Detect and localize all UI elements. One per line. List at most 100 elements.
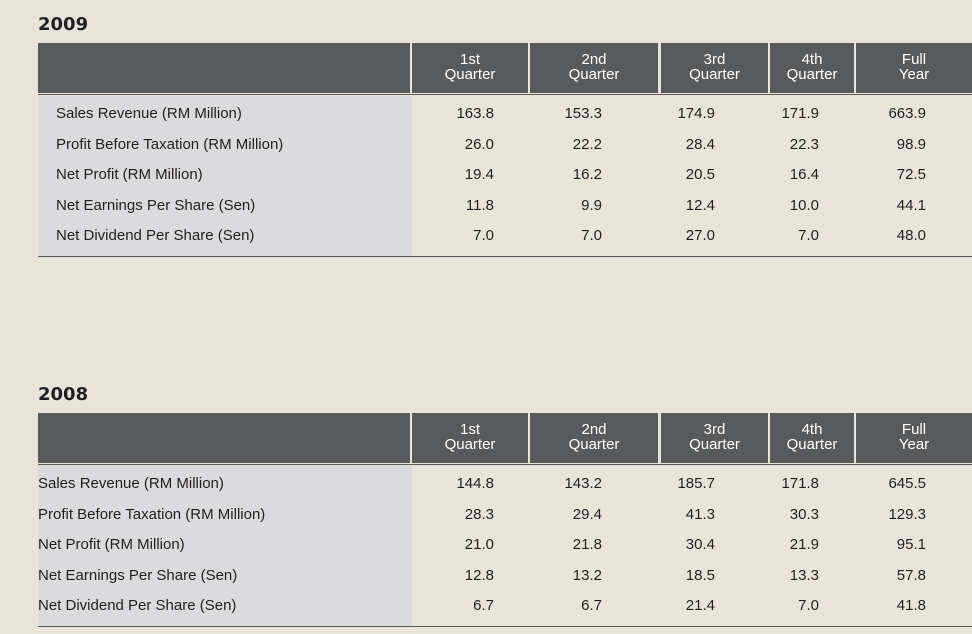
column-header-line2: Quarter	[568, 66, 620, 83]
label-column-shade	[38, 96, 412, 256]
value-cell: 22.3	[789, 135, 819, 153]
column-header-line1: 4th	[801, 421, 823, 438]
value-cell: 663.9	[888, 105, 926, 122]
column-header-line2: Quarter	[444, 436, 496, 453]
value-cell: 28.4	[685, 135, 715, 153]
column-header-line2: Quarter	[786, 66, 838, 83]
value-cell: 19.4	[464, 166, 494, 183]
table-section-2009: 2009 1st Quarter 2nd Quarter 3rd Quarter 4th Qua…	[38, 14, 972, 264]
value-cell: 95.1	[896, 536, 926, 553]
value-cell: 41.3	[685, 505, 715, 523]
column-header-line1: 3rd	[703, 421, 726, 438]
value-cell: 21.9	[789, 536, 819, 553]
value-cell: 13.3	[789, 566, 819, 584]
value-cell: 153.3	[564, 105, 602, 122]
table-section-2008: 2008 1st Quarter 2nd Quarter 3rd Quarter 4th Qua…	[38, 384, 972, 634]
column-header: 1st Quarter	[412, 43, 528, 93]
value-cell: 20.5	[685, 166, 715, 183]
label-column-shade	[38, 466, 412, 626]
value-cell: 7.0	[473, 227, 494, 244]
row-label: Net Profit (RM Million)	[38, 536, 185, 553]
value-cell: 72.5	[896, 166, 926, 183]
column-header-line1: 3rd	[703, 51, 726, 68]
value-cell: 41.8	[896, 597, 926, 614]
column-header: 2nd Quarter	[530, 413, 658, 463]
row-label: Profit Before Taxation (RM Million)	[56, 135, 284, 153]
header-rule	[38, 94, 972, 95]
value-cell: 6.7	[473, 597, 494, 614]
column-header-line1: 1st	[459, 51, 480, 68]
value-cell: 171.9	[781, 105, 819, 122]
table-bottom-rule	[38, 255, 972, 257]
value-cell: 22.2	[572, 135, 602, 153]
value-cell: 12.4	[685, 196, 715, 214]
column-header: Full Year	[856, 43, 972, 93]
header-blank-cell	[38, 413, 410, 463]
value-cell: 9.9	[581, 196, 602, 214]
value-cell: 7.0	[798, 597, 819, 614]
value-cell: 185.7	[677, 475, 715, 492]
column-header-line1: Full	[901, 421, 927, 438]
value-cell: 129.3	[888, 505, 926, 523]
row-label: Sales Revenue (RM Million)	[56, 105, 242, 122]
row-label: Profit Before Taxation (RM Million)	[38, 505, 266, 523]
row-label: Sales Revenue (RM Million)	[38, 475, 224, 492]
column-header-line1: 2nd	[581, 421, 607, 438]
value-cell: 21.4	[685, 597, 715, 614]
column-header-line1: 2nd	[581, 51, 607, 68]
column-header-line1: 4th	[801, 51, 823, 68]
value-cell: 7.0	[798, 227, 819, 244]
value-cell: 10.0	[789, 196, 819, 214]
value-cell: 144.8	[456, 475, 494, 492]
column-header-line1: Full	[901, 51, 927, 68]
value-cell: 57.8	[896, 566, 926, 584]
value-cell: 143.2	[564, 475, 602, 492]
column-header: 2nd Quarter	[530, 43, 658, 93]
value-cell: 30.4	[685, 536, 715, 553]
year-heading: 2008	[38, 384, 89, 405]
column-header: 4th Quarter	[770, 413, 854, 463]
value-cell: 645.5	[888, 475, 926, 492]
value-cell: 28.3	[464, 505, 494, 523]
value-cell: 27.0	[685, 227, 715, 244]
column-header-line2: Year	[898, 436, 930, 453]
column-header-line2: Quarter	[568, 436, 620, 453]
header-rule	[38, 464, 972, 465]
value-cell: 18.5	[685, 566, 715, 584]
column-header: Full Year	[856, 413, 972, 463]
value-cell: 12.8	[464, 566, 494, 584]
value-cell: 44.1	[896, 196, 926, 214]
value-cell: 6.7	[581, 597, 602, 614]
column-header-line1: 1st	[459, 421, 480, 438]
value-cell: 98.9	[896, 135, 926, 153]
table-bottom-rule	[38, 625, 972, 627]
value-cell: 29.4	[572, 505, 602, 523]
value-cell: 171.8	[781, 475, 819, 492]
column-header-line2: Quarter	[689, 66, 740, 83]
column-header: 4th Quarter	[770, 43, 854, 93]
value-cell: 21.0	[464, 536, 494, 553]
column-header: 3rd Quarter	[661, 413, 768, 463]
column-header: 3rd Quarter	[661, 43, 768, 93]
year-heading: 2009	[38, 14, 89, 35]
value-cell: 16.4	[789, 166, 819, 183]
value-cell: 26.0	[464, 135, 494, 153]
row-label: Net Dividend Per Share (Sen)	[38, 597, 237, 614]
row-label: Net Earnings Per Share (Sen)	[38, 566, 238, 584]
value-cell: 163.8	[456, 105, 494, 122]
row-label: Net Dividend Per Share (Sen)	[56, 227, 255, 244]
value-cell: 13.2	[572, 566, 602, 584]
column-header: 1st Quarter	[412, 413, 528, 463]
value-cell: 11.8	[465, 196, 494, 214]
column-header-line2: Quarter	[689, 436, 740, 453]
column-header-line2: Quarter	[444, 66, 496, 83]
value-cell: 7.0	[581, 227, 602, 244]
value-cell: 174.9	[677, 105, 715, 122]
value-cell: 48.0	[896, 227, 926, 244]
header-blank-cell	[38, 43, 410, 93]
value-cell: 30.3	[789, 505, 819, 523]
value-cell: 21.8	[572, 536, 602, 553]
row-label: Net Profit (RM Million)	[56, 166, 203, 183]
column-header-line2: Year	[898, 66, 930, 83]
value-cell: 16.2	[572, 166, 602, 183]
